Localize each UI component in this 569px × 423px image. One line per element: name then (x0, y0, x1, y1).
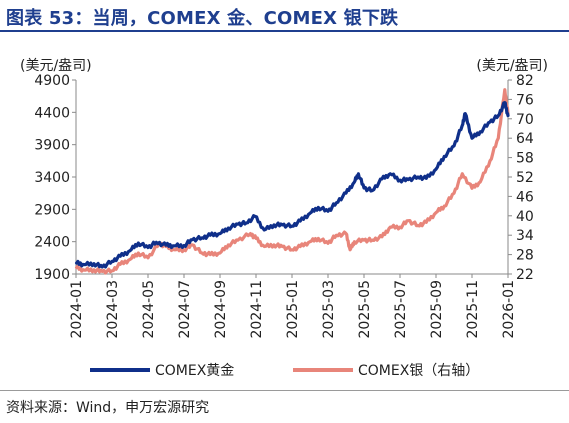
x-tick-label: 2024-05 (141, 280, 157, 339)
left-tick-label: 3900 (34, 138, 70, 154)
right-tick-label: 34 (516, 228, 534, 244)
left-tick-label: 1900 (34, 267, 70, 283)
right-tick-label: 76 (516, 92, 534, 108)
figure-title: 图表 53：当周，COMEX 金、COMEX 银下跌 (6, 8, 399, 29)
axes-group: 1900 2400 2900 3400 3900 4400 4900 22 28 34 40 46 52… (34, 73, 534, 339)
source-divider (0, 390, 569, 391)
x-tick-label: 2026-01 (501, 280, 517, 339)
left-axis-unit: (美元/盎司) (20, 58, 92, 74)
title-bar: 图表 53：当周，COMEX 金、COMEX 银下跌 (0, 0, 569, 32)
x-tick-label: 2024-03 (105, 280, 121, 339)
right-axis-unit: (美元/盎司) (476, 58, 548, 74)
x-tick-label: 2025-11 (465, 280, 481, 339)
x-tick-label: 2025-07 (393, 280, 409, 339)
chart-area: (美元/盎司) (美元/盎司) 1900 2400 2900 3400 3900 4400… (20, 58, 548, 379)
right-tick-label: 82 (516, 73, 534, 89)
left-tick-label: 4400 (34, 105, 70, 121)
left-tick-label: 3400 (34, 170, 70, 186)
right-tick-label: 40 (516, 209, 534, 225)
x-tick-label: 2025-01 (285, 280, 301, 339)
legend: COMEX黄金 COMEX银（右轴） (90, 362, 479, 379)
series-layer (75, 88, 510, 275)
x-tick-label: 2024-01 (69, 280, 85, 339)
left-tick-label: 4900 (34, 73, 70, 89)
x-tick-label: 2024-09 (213, 280, 229, 339)
right-tick-label: 70 (516, 112, 534, 128)
left-tick-label: 2900 (34, 202, 70, 218)
legend-label-gold: COMEX黄金 (155, 362, 234, 379)
right-tick-label: 28 (516, 248, 534, 264)
right-tick-label: 46 (516, 189, 534, 205)
legend-label-silver: COMEX银（右轴） (358, 363, 479, 379)
source-note: 资料来源：Wind，申万宏源研究 (6, 400, 210, 416)
x-tick-label: 2025-05 (357, 280, 373, 339)
x-tick-label: 2025-09 (429, 280, 445, 339)
right-tick-label: 22 (516, 267, 534, 283)
x-tick-label: 2025-03 (321, 280, 337, 339)
x-tick-label: 2024-11 (249, 280, 265, 339)
right-tick-label: 64 (516, 131, 534, 147)
left-tick-label: 2400 (34, 235, 70, 251)
x-tick-label: 2024-07 (177, 280, 193, 339)
series-line-silver (75, 88, 510, 275)
right-tick-label: 52 (516, 170, 534, 186)
series-line-gold (75, 101, 510, 269)
right-tick-label: 58 (516, 151, 534, 167)
